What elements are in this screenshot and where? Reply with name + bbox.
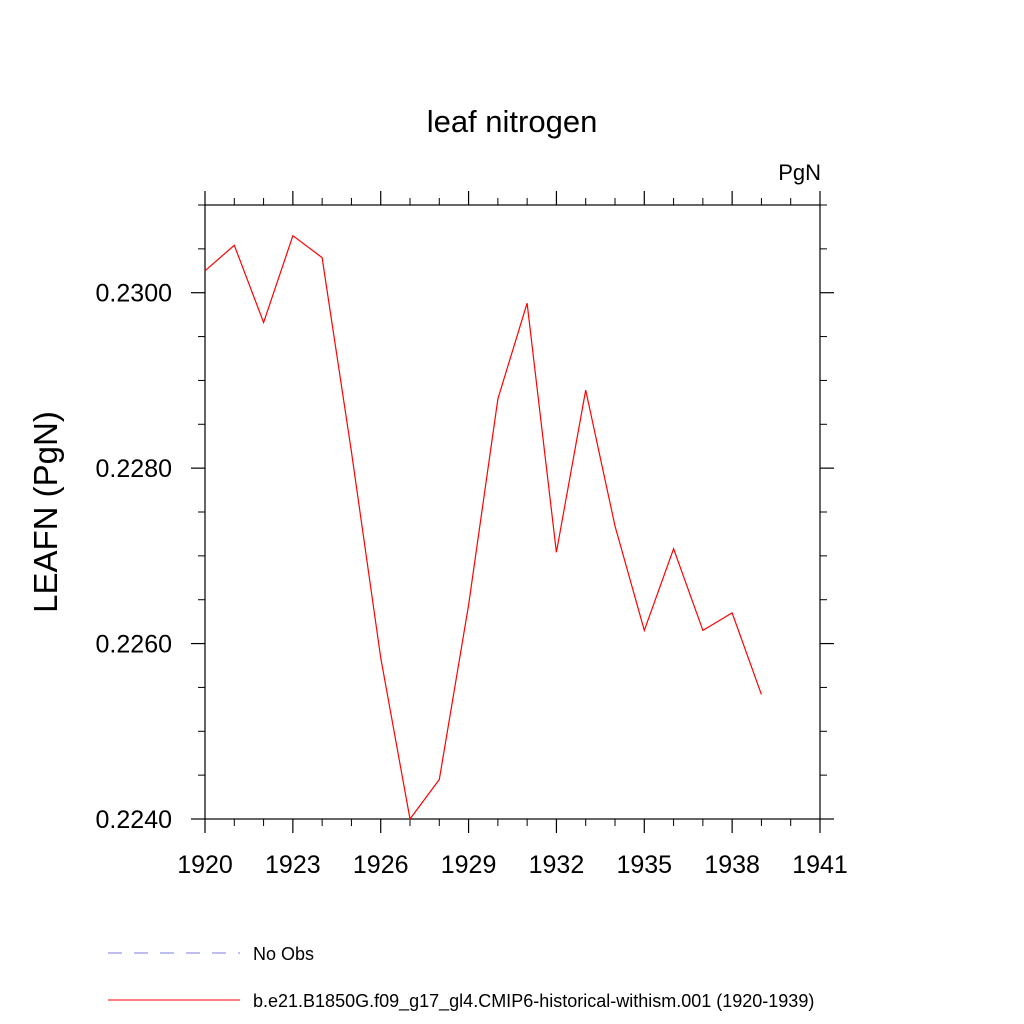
legend-label: b.e21.B1850G.f09_g17_gl4.CMIP6-historica… xyxy=(253,991,814,1012)
x-tick-label: 1932 xyxy=(529,851,585,879)
y-tick-label: 0.2300 xyxy=(96,280,172,308)
units-label: PgN xyxy=(778,160,821,185)
series-layer xyxy=(204,234,762,821)
x-axis-ticks: 1920 1923 1926 1929 1932 1935 1938 1941 xyxy=(177,191,848,879)
x-tick-label: 1923 xyxy=(265,851,321,879)
legend: No Obs b.e21.B1850G.f09_g17_gl4.CMIP6-his… xyxy=(108,944,814,1012)
x-tick-label: 1935 xyxy=(616,851,672,879)
y-tick-label: 0.2260 xyxy=(96,631,172,659)
x-tick-label: 1929 xyxy=(441,851,497,879)
x-tick-label: 1926 xyxy=(353,851,409,879)
x-tick-label: 1920 xyxy=(177,851,233,879)
y-tick-label: 0.2280 xyxy=(96,455,172,483)
x-tick-label: 1941 xyxy=(792,851,848,879)
plot-frame xyxy=(204,204,821,820)
series-line xyxy=(204,234,762,821)
x-tick-label: 1938 xyxy=(704,851,760,879)
chart-title: leaf nitrogen xyxy=(427,104,598,139)
legend-label: No Obs xyxy=(253,944,314,964)
y-tick-label: 0.2240 xyxy=(96,806,172,834)
y-axis-label: LEAFN (PgN) xyxy=(27,411,64,613)
y-axis-ticks: 0.2240 0.2260 0.2280 0.2300 xyxy=(96,204,834,834)
